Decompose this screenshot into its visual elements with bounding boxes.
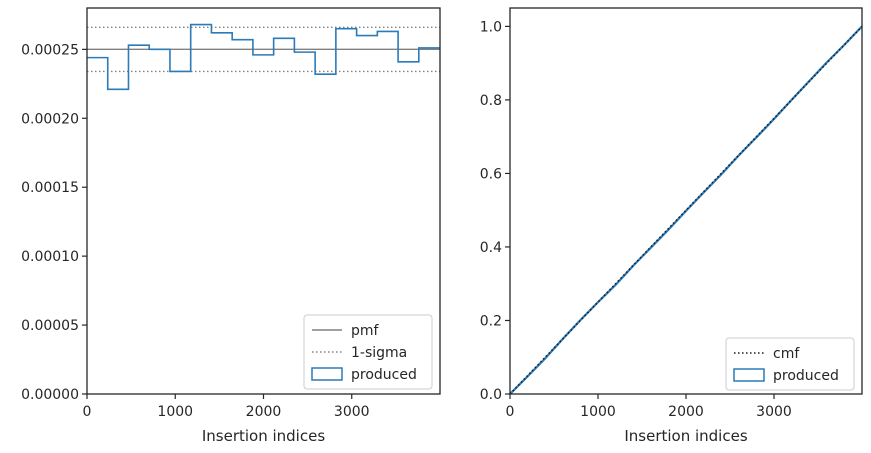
legend-label-1-sigma: 1-sigma — [351, 345, 407, 361]
y-tick-label: 0.2 — [480, 313, 502, 329]
legend-label-produced: produced — [351, 367, 417, 383]
x-tick-label: 1000 — [157, 404, 193, 420]
x-tick-label: 3000 — [334, 404, 370, 420]
x-tick-label: 3000 — [756, 404, 792, 420]
legend-box — [303, 314, 433, 390]
axes-frame — [86, 7, 441, 395]
cmf-line — [509, 25, 863, 395]
legend-box — [725, 337, 855, 391]
y-tick-label: 0.6 — [480, 166, 502, 182]
chart-left-histogram: 0 1000 2000 3000 0.00000 0.00005 0.00010 0.0001… — [21, 7, 441, 445]
x-tick-label: 0 — [83, 404, 92, 420]
x-axis-label: Insertion indices — [202, 427, 325, 445]
legend-swatch-produced — [733, 368, 765, 382]
y-tick-label: 0.0 — [480, 387, 502, 403]
produced-histogram-step — [87, 23, 440, 91]
legend-label-produced: produced — [773, 368, 839, 384]
y-tick-label: 0.00000 — [21, 387, 79, 403]
legend-label-pmf: pmf — [351, 323, 380, 339]
chart-right-cumulative: 0 1000 2000 3000 0.0 0.2 0.4 0.6 0.8 1.0 Insertion… — [480, 7, 863, 445]
axes-frame — [509, 7, 863, 395]
x-tick-label: 2000 — [668, 404, 704, 420]
y-tick-label: 0.00015 — [21, 180, 79, 196]
x-tick-label: 1000 — [580, 404, 616, 420]
x-tick-label: 2000 — [246, 404, 282, 420]
y-tick-label: 0.00010 — [21, 249, 79, 265]
legend-swatch-produced — [311, 367, 343, 381]
y-tick-label: 0.00005 — [21, 318, 79, 334]
y-tick-label: 0.00020 — [21, 111, 79, 127]
y-tick-label: 0.4 — [480, 240, 502, 256]
legend-label-cmf: cmf — [773, 346, 800, 362]
x-tick-label: 0 — [506, 404, 515, 420]
y-tick-label: 0.8 — [480, 93, 502, 109]
y-tick-label: 1.0 — [480, 19, 502, 35]
y-tick-label: 0.00025 — [21, 42, 79, 58]
x-axis-label: Insertion indices — [624, 427, 747, 445]
